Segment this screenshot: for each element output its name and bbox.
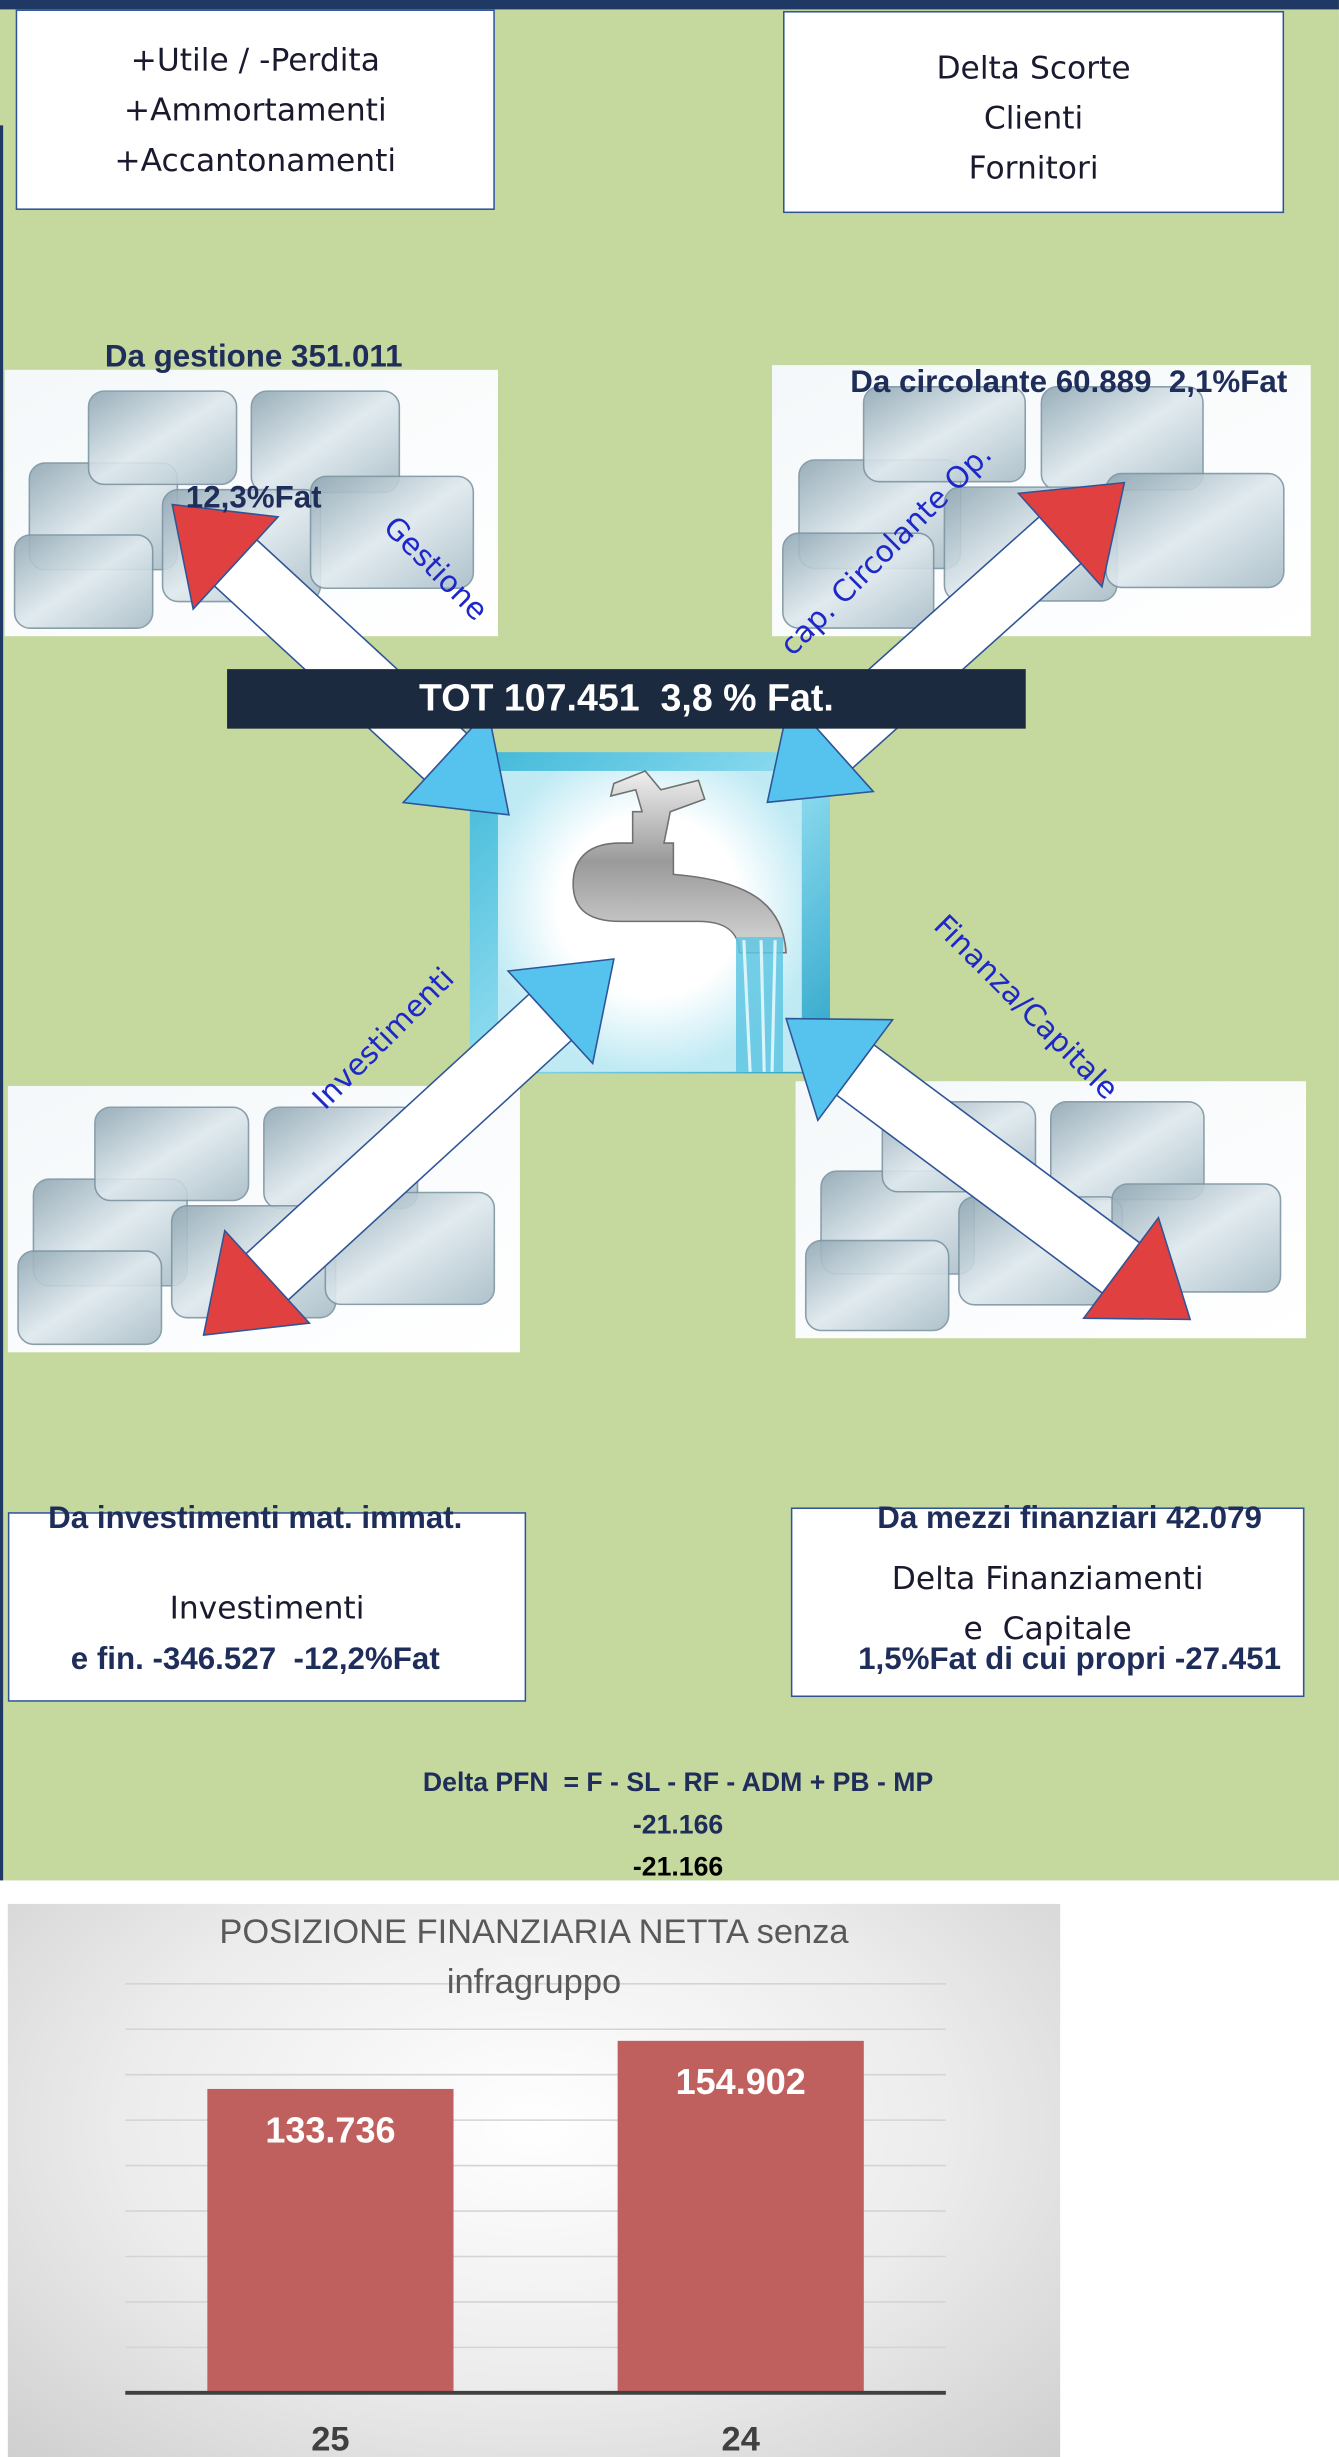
chart-panel <box>7 1903 1061 2457</box>
box-line: e Capitale <box>963 1608 1132 1647</box>
box-circolante: Delta Scorte Clienti Fornitori <box>783 10 1285 214</box>
ice-cube <box>94 1106 250 1202</box>
bar <box>617 2040 864 2393</box>
ice-cube <box>862 386 1027 483</box>
ice-cube <box>309 475 475 590</box>
box-gestione: +Utile / -Perdita +Ammortamenti +Accanto… <box>15 9 495 210</box>
summary-line: 1,5%Fat di cui propri -27.451 <box>858 1642 1282 1677</box>
value-label: 133.736 <box>265 2109 395 2150</box>
faucet-image <box>469 752 830 1074</box>
left-border <box>0 125 4 1881</box>
summary-investimenti: Da investimenti mat. immat. e fin. -346.… <box>0 1401 511 1777</box>
box-line: Investimenti <box>169 1588 365 1626</box>
box-line: Clienti <box>983 97 1084 136</box>
arrow-head <box>785 1017 895 1122</box>
box-line: Fornitori <box>968 148 1099 186</box>
total-text: TOT 107.451 3,8 % Fat. <box>419 676 834 718</box>
box-finanza: Delta Finanziamenti e Capitale <box>790 1507 1305 1698</box>
box-line: +Accantonamenti <box>114 141 397 179</box>
box-line: Delta Scorte <box>936 47 1131 86</box>
formula-expression: Delta PFN = F - SL - RF - ADM + PB - MP <box>422 1767 934 1798</box>
diagram: TOT 107.451 3,8 % Fat. <box>4 365 1311 1353</box>
summary-line: Da circolante 60.889 2,1%Fat <box>850 365 1288 400</box>
box-line: +Utile / -Perdita <box>130 40 380 79</box>
formula-result: -21.166 <box>632 1852 724 1882</box>
ice-cube <box>804 1239 950 1332</box>
box-line: Delta Finanziamenti <box>891 1558 1204 1596</box>
arrow-head <box>1082 1215 1192 1321</box>
box-line: +Ammortamenti <box>123 90 387 129</box>
arrow-head <box>506 958 615 1066</box>
bar <box>207 2088 454 2393</box>
x-tick-label: 24 <box>722 2420 760 2457</box>
total-banner <box>227 669 1026 729</box>
top-bar <box>0 0 1339 10</box>
box-investimenti: Investimenti <box>7 1512 527 1702</box>
summary-line: e fin. -346.527 -12,2%Fat <box>70 1642 440 1677</box>
summary-circolante: Da circolante 60.889 2,1%Fat <box>791 265 1339 500</box>
summary-line: Da mezzi finanziari 42.079 <box>877 1501 1262 1536</box>
chart-title: POSIZIONE FINANZIARIA NETTA senza infrag… <box>219 1911 849 2002</box>
arrow-head <box>1016 481 1126 589</box>
ice-cube <box>87 390 238 486</box>
summary-finanza: Da mezzi finanziari 42.079 1,5%Fat di cu… <box>799 1401 1339 1777</box>
formula-result: -21.166 <box>632 1809 724 1840</box>
ice-cube <box>17 1250 163 1346</box>
arrow-head <box>401 708 510 816</box>
summary-line: 12,3%Fat <box>185 481 322 516</box>
summary-gestione: Da gestione 351.011 12,3%Fat <box>19 240 489 616</box>
value-label: 154.902 <box>676 2061 806 2102</box>
x-tick-label: 25 <box>311 2420 349 2457</box>
ice-cube <box>782 532 935 629</box>
chart: 133.736 25 154.902 24 <box>125 1983 946 2457</box>
summary-line: Da gestione 351.011 <box>104 340 403 375</box>
arrow-head <box>171 503 280 611</box>
arrow-head <box>202 1228 312 1336</box>
ice-cube <box>13 534 154 629</box>
summary-line: Da investimenti mat. immat. <box>48 1501 463 1536</box>
